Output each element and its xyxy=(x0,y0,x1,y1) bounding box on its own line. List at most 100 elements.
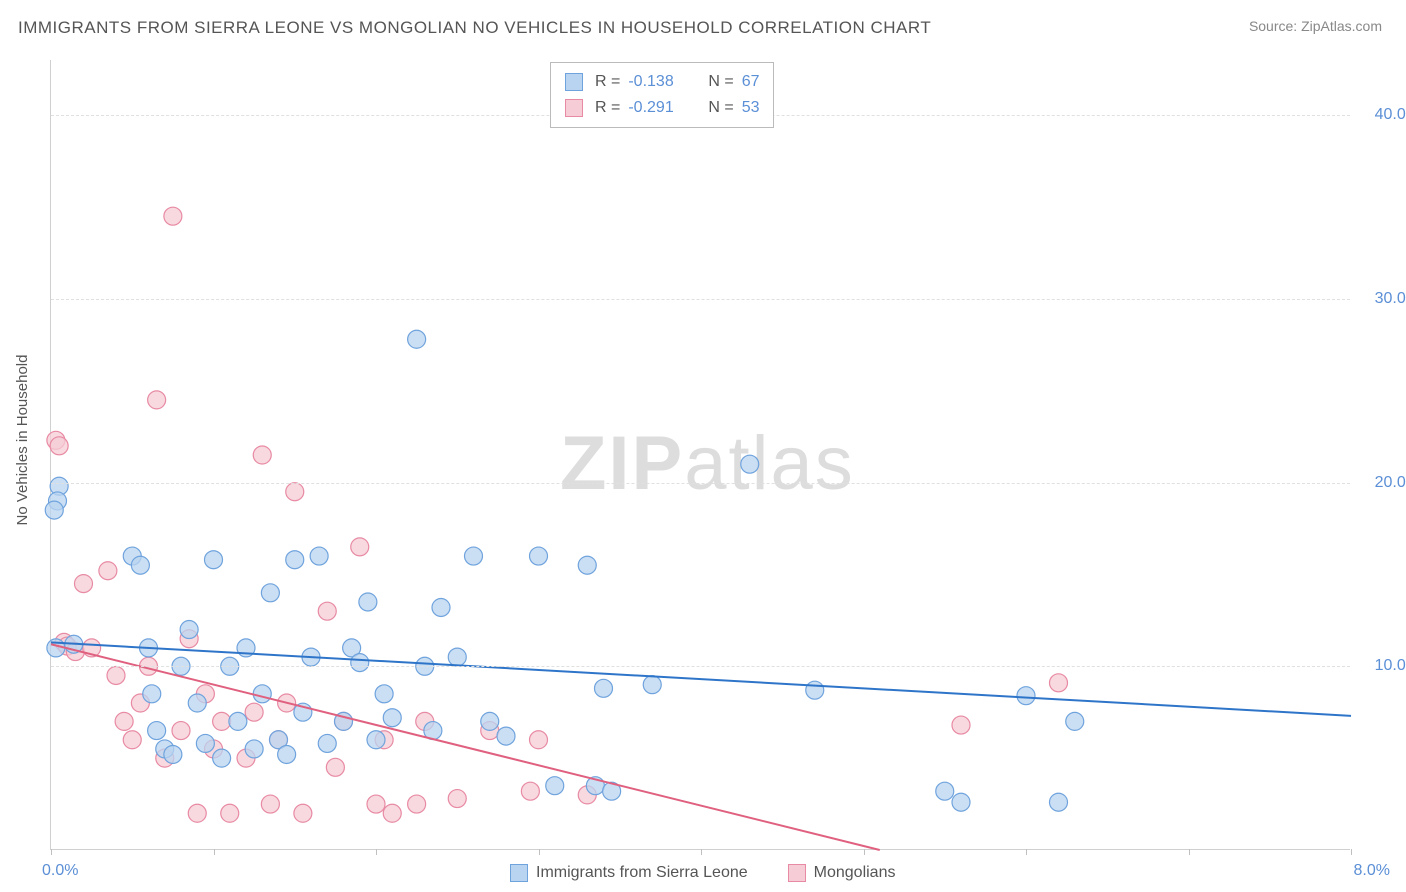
data-point-sierra xyxy=(806,681,824,699)
data-point-sierra xyxy=(497,727,515,745)
x-tick xyxy=(1351,849,1352,855)
data-point-mongolian xyxy=(367,795,385,813)
data-point-sierra xyxy=(375,685,393,703)
x-tick xyxy=(214,849,215,855)
r-label: R = xyxy=(595,69,620,95)
swatch-sierra xyxy=(510,864,528,882)
data-point-mongolian xyxy=(261,795,279,813)
swatch-mongolian xyxy=(565,99,583,117)
data-point-sierra xyxy=(1017,687,1035,705)
data-point-sierra xyxy=(546,777,564,795)
y-axis-title: No Vehicles in Household xyxy=(14,355,31,526)
data-point-mongolian xyxy=(245,703,263,721)
data-point-sierra xyxy=(318,734,336,752)
x-tick xyxy=(539,849,540,855)
swatch-sierra xyxy=(565,73,583,91)
data-point-mongolian xyxy=(530,731,548,749)
data-point-mongolian xyxy=(253,446,271,464)
data-point-mongolian xyxy=(99,562,117,580)
y-tick-label: 10.0% xyxy=(1375,657,1406,675)
series-name-mongolian: Mongolians xyxy=(814,864,896,882)
data-point-sierra xyxy=(952,793,970,811)
data-point-sierra xyxy=(465,547,483,565)
data-point-sierra xyxy=(383,709,401,727)
data-point-sierra xyxy=(205,551,223,569)
data-point-sierra xyxy=(45,501,63,519)
trend-line-sierra xyxy=(51,642,1351,715)
data-point-sierra xyxy=(188,694,206,712)
x-tick-label-right: 8.0% xyxy=(1354,862,1390,880)
data-point-mongolian xyxy=(148,391,166,409)
data-point-mongolian xyxy=(75,575,93,593)
r-value-sierra: -0.138 xyxy=(628,69,688,95)
n-label: N = xyxy=(708,69,733,95)
data-point-sierra xyxy=(367,731,385,749)
data-point-sierra xyxy=(213,749,231,767)
data-point-mongolian xyxy=(107,666,125,684)
data-point-sierra xyxy=(359,593,377,611)
data-point-sierra xyxy=(481,712,499,730)
data-point-sierra xyxy=(131,556,149,574)
n-label: N = xyxy=(708,95,733,121)
data-point-sierra xyxy=(1050,793,1068,811)
data-point-sierra xyxy=(408,330,426,348)
data-point-sierra xyxy=(351,654,369,672)
swatch-mongolian xyxy=(788,864,806,882)
chart-title: IMMIGRANTS FROM SIERRA LEONE VS MONGOLIA… xyxy=(18,18,931,38)
data-point-sierra xyxy=(432,598,450,616)
legend-item-mongolian: Mongolians xyxy=(788,864,896,882)
legend-series: Immigrants from Sierra Leone Mongolians xyxy=(510,864,895,882)
n-value-mongolian: 53 xyxy=(742,95,760,121)
data-point-mongolian xyxy=(1050,674,1068,692)
data-point-mongolian xyxy=(123,731,141,749)
data-point-sierra xyxy=(448,648,466,666)
chart-source: Source: ZipAtlas.com xyxy=(1249,18,1382,34)
data-point-sierra xyxy=(530,547,548,565)
legend-correlation: R = -0.138 N = 67 R = -0.291 N = 53 xyxy=(550,62,774,128)
data-point-mongolian xyxy=(326,758,344,776)
y-tick-label: 30.0% xyxy=(1375,290,1406,308)
y-tick-label: 40.0% xyxy=(1375,106,1406,124)
x-tick xyxy=(864,849,865,855)
data-point-sierra xyxy=(1066,712,1084,730)
data-point-mongolian xyxy=(213,712,231,730)
x-tick xyxy=(1189,849,1190,855)
data-point-mongolian xyxy=(521,782,539,800)
data-point-sierra xyxy=(196,734,214,752)
r-label: R = xyxy=(595,95,620,121)
gridline xyxy=(51,299,1350,300)
data-point-sierra xyxy=(245,740,263,758)
data-point-sierra xyxy=(936,782,954,800)
x-tick xyxy=(1026,849,1027,855)
data-point-mongolian xyxy=(318,602,336,620)
data-point-sierra xyxy=(286,551,304,569)
data-point-mongolian xyxy=(294,804,312,822)
chart-plot-area: 10.0%20.0%30.0%40.0% xyxy=(50,60,1350,850)
y-tick-label: 20.0% xyxy=(1375,474,1406,492)
data-point-mongolian xyxy=(164,207,182,225)
data-point-sierra xyxy=(741,455,759,473)
data-point-mongolian xyxy=(115,712,133,730)
data-point-mongolian xyxy=(188,804,206,822)
data-point-sierra xyxy=(278,745,296,763)
data-point-mongolian xyxy=(351,538,369,556)
data-point-sierra xyxy=(164,745,182,763)
data-point-mongolian xyxy=(448,790,466,808)
data-point-sierra xyxy=(643,676,661,694)
r-value-mongolian: -0.291 xyxy=(628,95,688,121)
x-tick xyxy=(701,849,702,855)
data-point-sierra xyxy=(143,685,161,703)
data-point-mongolian xyxy=(383,804,401,822)
n-value-sierra: 67 xyxy=(742,69,760,95)
data-point-mongolian xyxy=(50,437,68,455)
data-point-sierra xyxy=(310,547,328,565)
data-point-mongolian xyxy=(172,722,190,740)
data-point-mongolian xyxy=(952,716,970,734)
data-point-sierra xyxy=(578,556,596,574)
data-point-sierra xyxy=(148,722,166,740)
legend-row-sierra: R = -0.138 N = 67 xyxy=(565,69,759,95)
data-point-mongolian xyxy=(221,804,239,822)
chart-svg xyxy=(51,60,1350,849)
x-tick xyxy=(376,849,377,855)
legend-item-sierra: Immigrants from Sierra Leone xyxy=(510,864,748,882)
